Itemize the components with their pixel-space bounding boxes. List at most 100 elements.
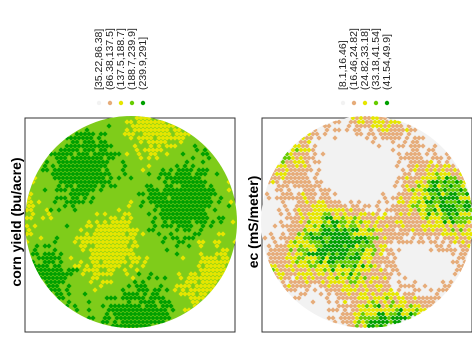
ec-point — [394, 299, 400, 305]
yield-point — [162, 179, 168, 185]
yield-point — [206, 259, 212, 265]
ec-point — [296, 271, 302, 277]
ec-point — [400, 199, 406, 205]
yield-point — [64, 167, 70, 173]
ec-point — [364, 271, 370, 277]
yield-point — [94, 227, 100, 233]
yield-point — [120, 287, 126, 293]
yield-point — [82, 131, 88, 137]
yield-point — [164, 303, 170, 309]
ec-point — [294, 195, 300, 201]
yield-point — [194, 299, 200, 305]
ec-point — [412, 207, 418, 213]
ec-point — [388, 295, 394, 301]
ec-point — [324, 239, 330, 245]
ec-point — [436, 287, 442, 293]
ec-point — [330, 307, 336, 313]
ec-point — [358, 116, 364, 121]
yield-point — [174, 187, 180, 193]
yield-point — [25, 215, 30, 221]
ec-point — [444, 183, 450, 189]
ec-point — [408, 143, 414, 149]
ec-point — [448, 239, 454, 245]
ec-point — [278, 219, 284, 225]
ec-point — [274, 187, 280, 193]
ec-point — [366, 123, 372, 129]
yield-point — [28, 215, 34, 221]
ec-point — [290, 171, 296, 177]
yield-point — [190, 203, 196, 209]
ec-point — [356, 295, 362, 301]
ec-point — [340, 223, 346, 229]
ec-point — [450, 227, 456, 233]
ec-point — [444, 231, 450, 237]
ec-point — [304, 143, 310, 149]
ec-point — [450, 219, 456, 225]
ec-point — [294, 203, 300, 209]
ec-point — [408, 311, 414, 317]
ec-point — [376, 215, 382, 221]
yield-point — [170, 195, 176, 201]
ec-point — [350, 307, 356, 313]
yield-point — [208, 271, 214, 277]
ec-point — [390, 139, 396, 145]
ec-point — [314, 203, 320, 209]
ec-point — [406, 219, 412, 225]
ec-point — [414, 195, 420, 201]
ec-point — [370, 299, 376, 305]
ec-point — [412, 215, 418, 221]
yield-point — [182, 131, 188, 137]
ec-point — [392, 183, 398, 189]
yield-point — [86, 139, 92, 145]
ec-point — [368, 223, 374, 229]
ec-point — [334, 211, 340, 217]
legend-label: (86.38,137.5] — [104, 28, 116, 90]
yield-point — [176, 135, 182, 141]
yield-point — [118, 323, 124, 328]
ec-point — [370, 243, 376, 249]
ec-point — [292, 271, 298, 277]
yield-point — [178, 203, 184, 209]
yield-point — [66, 283, 72, 289]
yield-point — [122, 171, 128, 177]
ec-point — [384, 319, 390, 325]
yield-point — [210, 275, 216, 281]
ec-point — [358, 235, 364, 241]
ec-point — [352, 215, 358, 221]
yield-point — [98, 235, 104, 241]
ec-point — [296, 175, 302, 181]
ec-point — [304, 271, 310, 277]
ec-point — [338, 259, 344, 265]
ec-point — [410, 291, 416, 297]
yield-point — [102, 139, 108, 145]
ec-point — [316, 207, 322, 213]
yield-point — [110, 267, 116, 273]
yield-point — [200, 239, 206, 245]
ec-point — [388, 247, 394, 253]
ec-point — [298, 163, 304, 169]
ec-point — [290, 283, 296, 289]
yield-point — [106, 227, 112, 233]
ec-point — [302, 243, 308, 249]
ec-point — [332, 191, 338, 197]
yield-point — [126, 211, 132, 217]
yield-point — [86, 219, 92, 225]
yield-point — [170, 219, 176, 225]
ec-point — [358, 131, 364, 137]
ec-point — [366, 259, 372, 265]
ec-point — [286, 227, 292, 233]
yield-point — [74, 163, 80, 169]
yield-point — [112, 311, 118, 317]
ec-point — [342, 299, 348, 305]
yield-point — [148, 151, 154, 157]
ec-point — [404, 127, 410, 133]
yield-point — [188, 295, 194, 301]
ec-point — [456, 183, 462, 189]
ec-point — [386, 315, 392, 321]
ec-point — [418, 163, 424, 169]
ec-point — [312, 175, 318, 181]
ec-point — [276, 247, 282, 253]
yield-point — [228, 199, 234, 205]
ec-point — [284, 175, 290, 181]
yield-point — [80, 159, 86, 165]
